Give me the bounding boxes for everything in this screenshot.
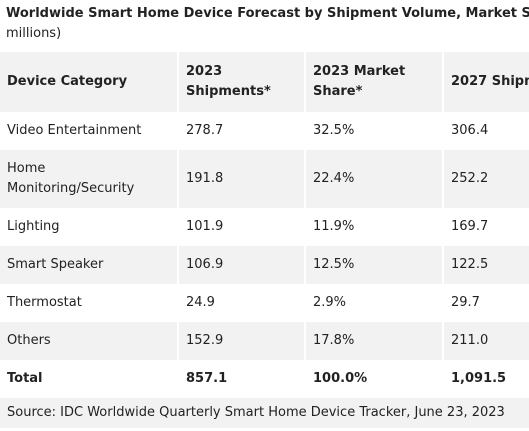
table-cell: 22.4%: [304, 150, 443, 208]
table-cell: 152.9: [177, 322, 305, 360]
table-cell: 100.0%: [304, 360, 443, 398]
table-row: Thermostat 24.9 2.9% 29.7: [0, 284, 529, 322]
table-cell: 1,091.5: [442, 360, 529, 398]
table-cell: 306.4: [442, 112, 529, 150]
table-cell: Home Monitoring/Security: [7, 161, 135, 196]
title: Worldwide Smart Home Device Forecast by …: [0, 0, 529, 52]
table-cell: 29.7: [442, 284, 529, 322]
table-cell: 252.2: [442, 150, 529, 208]
table-cell: 191.8: [177, 150, 305, 208]
table-cell: 122.5: [442, 246, 529, 284]
table-cell: 169.7: [442, 208, 529, 246]
table-row: Video Entertainment 278.7 32.5% 306.4: [0, 112, 529, 150]
table-row: Lighting 101.9 11.9% 169.7: [0, 208, 529, 246]
table-cell: Lighting: [7, 219, 60, 234]
data-table: Device Category 2023 Shipments* 2023 Marke…: [0, 52, 529, 398]
table-row: Home Monitoring/Security 191.8 22.4% 252.2: [0, 150, 529, 208]
table-row: Others 152.9 17.8% 211.0: [0, 322, 529, 360]
title-line: Worldwide Smart Home Device Forecast by …: [6, 6, 529, 21]
table-cell: 101.9: [177, 208, 305, 246]
table-cell: 12.5%: [304, 246, 443, 284]
table-cell: 106.9: [177, 246, 305, 284]
table-cell: 32.5%: [304, 112, 443, 150]
table-row: Smart Speaker 106.9 12.5% 122.5: [0, 246, 529, 284]
table-body: Video Entertainment 278.7 32.5% 306.4 Home M…: [0, 112, 529, 398]
header-cell: 2027 Shipments*: [442, 52, 529, 112]
table-cell: 17.8%: [304, 322, 443, 360]
table-cell: Video Entertainment: [7, 123, 142, 138]
table-row: Total 857.1 100.0% 1,091.5: [0, 360, 529, 398]
table-cell: 24.9: [177, 284, 305, 322]
table-cell: 857.1: [177, 360, 305, 398]
header-cell: 2023 Market Share*: [304, 52, 443, 112]
table-cell: 211.0: [442, 322, 529, 360]
header-cell: Device Category: [7, 74, 128, 89]
header-row: Device Category 2023 Shipments* 2023 Marke…: [0, 52, 529, 112]
table-cell: Total: [7, 371, 43, 386]
title-line: millions): [6, 26, 62, 41]
table-cell: 11.9%: [304, 208, 443, 246]
source: Source: IDC Worldwide Quarterly Smart Ho…: [0, 398, 529, 428]
table-cell: 2.9%: [304, 284, 443, 322]
table-cell: Thermostat: [7, 295, 82, 310]
header-cell: 2023 Shipments*: [177, 52, 305, 112]
table-cell: Others: [7, 333, 51, 348]
table-cell: 278.7: [177, 112, 305, 150]
table-cell: Smart Speaker: [7, 257, 104, 272]
